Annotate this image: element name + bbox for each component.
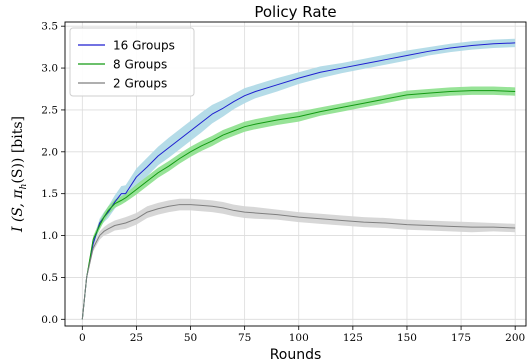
y-axis-ticks: 0.0 0.5 1.0 1.5 2.0 2.5 3.0 3.5	[41, 21, 65, 326]
y-tick-label: 0.5	[41, 272, 58, 284]
x-axis-ticks: 0 25 50 75 100 125 150 175 200	[79, 326, 525, 344]
x-tick-label: 25	[130, 332, 143, 344]
2-groups-legend-label: 2 Groups	[113, 77, 167, 91]
2-groups-band	[82, 198, 516, 320]
x-tick-label: 75	[238, 332, 251, 344]
series-lines	[81, 42, 516, 320]
8-groups-legend-label: 8 Groups	[113, 58, 167, 72]
x-tick-label: 0	[79, 332, 86, 344]
y-tick-label: 1.5	[41, 188, 58, 200]
y-axis-label-subscript: h	[19, 184, 29, 190]
legend-items: 16 Groups 8 Groups 2 Groups	[78, 39, 175, 91]
legend: 16 Groups 8 Groups 2 Groups	[69, 27, 195, 97]
y-tick-label: 2.0	[41, 146, 58, 158]
x-tick-label: 150	[397, 332, 417, 344]
grid-lines	[65, 22, 526, 326]
chart-title: Policy Rate	[254, 3, 336, 21]
y-tick-label: 3.0	[41, 63, 58, 75]
8-groups-line	[81, 90, 516, 320]
y-tick-label: 2.5	[41, 104, 58, 116]
2-groups-line	[81, 204, 516, 320]
16-groups-legend-label: 16 Groups	[113, 39, 175, 53]
y-axis-label-main: I (S, π	[10, 189, 26, 233]
x-axis-label: Rounds	[270, 347, 322, 363]
x-tick-label: 175	[451, 332, 471, 344]
x-tick-label: 200	[505, 332, 525, 344]
y-axis-label-rest: (S)) [bits]	[10, 116, 26, 184]
y-tick-label: 0.0	[41, 314, 58, 326]
y-axis-label: I (S, πh(S)) [bits]	[10, 116, 29, 233]
confidence-bands	[82, 38, 516, 320]
x-tick-label: 100	[289, 332, 309, 344]
x-tick-label: 50	[184, 332, 197, 344]
y-tick-label: 3.5	[41, 21, 58, 33]
x-tick-label: 125	[343, 332, 363, 344]
y-tick-label: 1.0	[41, 230, 58, 242]
plot-frame	[64, 21, 527, 327]
